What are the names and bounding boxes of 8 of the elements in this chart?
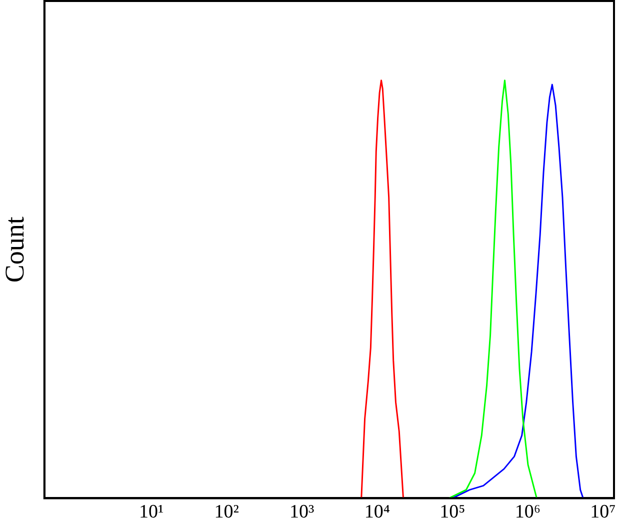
x-tick-label: 10² [214,502,240,523]
x-tick-label: 10³ [290,502,315,523]
x-tick-label: 10⁵ [440,502,466,523]
x-tick-label: 10⁴ [364,502,390,523]
x-tick-label: 10⁷ [590,502,616,523]
x-tick-label: 10¹ [138,502,164,523]
x-tick-label: 10⁶ [514,502,541,523]
y-axis-title: Count [0,216,30,283]
